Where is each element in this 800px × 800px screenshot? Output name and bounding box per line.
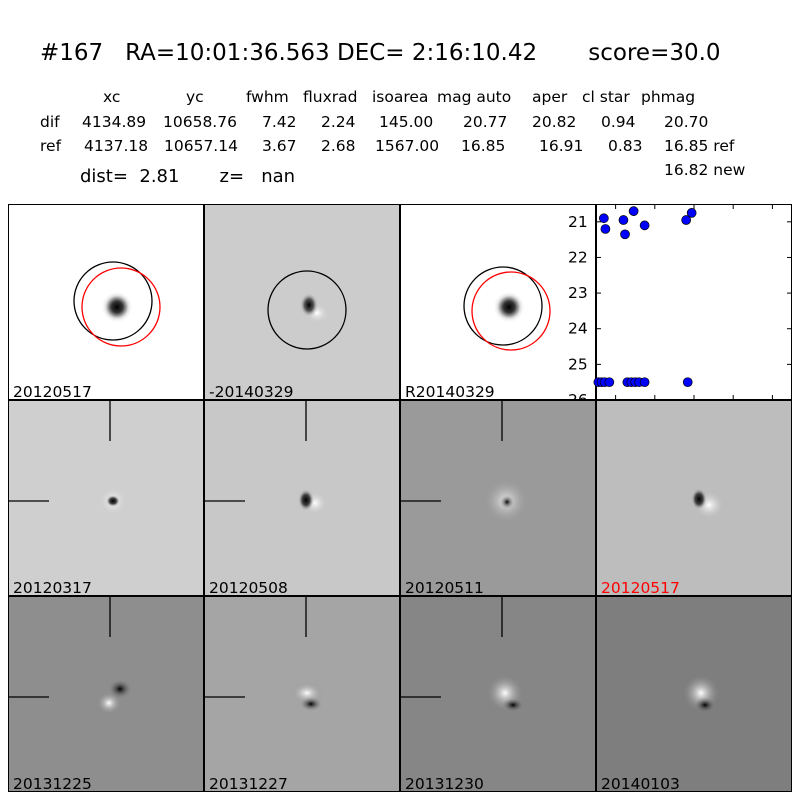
cell-xc: 4134.89 [82, 113, 147, 131]
data-point [639, 220, 650, 231]
data-point [628, 206, 639, 216]
cell-fwhm: 3.67 [262, 137, 297, 155]
panel-label: 20120508 [209, 579, 288, 596]
data-point [686, 208, 697, 218]
data-point [618, 215, 629, 225]
data-point [600, 224, 611, 234]
cell-yc: 10658.76 [163, 113, 237, 131]
col-cl-star: cl star [582, 88, 630, 106]
image-panel: -20140329 [204, 204, 400, 400]
data-point [598, 213, 609, 224]
data-point [681, 215, 692, 225]
data-point [604, 377, 615, 388]
panel-label: R20140329 [405, 383, 495, 400]
y-tick-label: 25 [568, 355, 588, 373]
col-mag-auto: mag auto [437, 88, 512, 106]
image-panel: 20131230 [400, 596, 596, 792]
panel-label: -20140329 [209, 383, 294, 400]
image-panel: 20120511 [400, 400, 596, 596]
col-fwhm: fwhm [246, 88, 289, 106]
cell-mag-auto: 20.77 [463, 113, 508, 131]
cell-xc: 4137.18 [84, 137, 149, 155]
panel-label: 20131230 [405, 775, 484, 792]
cell-aper: 16.91 [539, 137, 584, 155]
cell-cl-star: 0.94 [601, 113, 636, 131]
panel-label: 20131225 [13, 775, 92, 792]
y-tick-label: 24 [568, 320, 588, 338]
y-tick-label: 22 [568, 248, 588, 266]
image-panel: 20131227 [204, 596, 400, 792]
image-panel: 20120508 [204, 400, 400, 596]
data-point [620, 229, 630, 240]
panel-label: 20120317 [13, 579, 92, 596]
distance-readout: dist= 2.81 z= nan [80, 166, 296, 187]
cell-aper: 20.82 [532, 113, 577, 131]
cell-fwhm: 7.42 [262, 113, 297, 131]
data-point [682, 377, 693, 388]
image-panel: 20120517 [596, 400, 792, 596]
cell-fluxrad: 2.24 [321, 113, 356, 131]
panel-label: 20120517 [601, 579, 680, 596]
col-yc: yc [186, 88, 204, 106]
phmag-new: 16.82 new [664, 161, 746, 179]
cell-yc: 10657.14 [164, 137, 238, 155]
cell-mag-auto: 16.85 [461, 137, 506, 155]
panel-label: 20131227 [209, 775, 288, 792]
row-label: dif [40, 113, 60, 131]
col-phmag: phmag [641, 88, 696, 106]
cell-cl-star: 0.83 [608, 137, 643, 155]
cell-phmag: 16.85 ref [664, 137, 735, 155]
cell-isoarea: 145.00 [379, 113, 434, 131]
image-panel: 20120517 [8, 204, 204, 400]
image-panel: 20140103 [596, 596, 792, 792]
panel-label: 20120517 [13, 383, 92, 400]
col-isoarea: isoarea [372, 88, 429, 106]
image-panel: 20131225 [8, 596, 204, 792]
cell-fluxrad: 2.68 [321, 137, 356, 155]
row-label: ref [40, 137, 62, 155]
y-tick-label: 21 [568, 213, 588, 231]
lightcurve-plot: 212223242526-100-50050100 [568, 204, 792, 422]
col-fluxrad: fluxrad [303, 88, 358, 106]
candidate-title: #167 RA=10:01:36.563 DEC= 2:16:10.42 sco… [40, 40, 721, 66]
data-point [639, 377, 650, 388]
y-tick-label: 23 [568, 284, 588, 302]
cell-isoarea: 1567.00 [375, 137, 440, 155]
col-aper: aper [532, 88, 568, 106]
image-panel: 20120317 [8, 400, 204, 596]
cell-phmag: 20.70 [664, 113, 709, 131]
panel-label: 20120511 [405, 579, 484, 596]
col-xc: xc [103, 88, 121, 106]
image-panel: R20140329 [400, 204, 596, 400]
panel-label: 20140103 [601, 775, 680, 792]
